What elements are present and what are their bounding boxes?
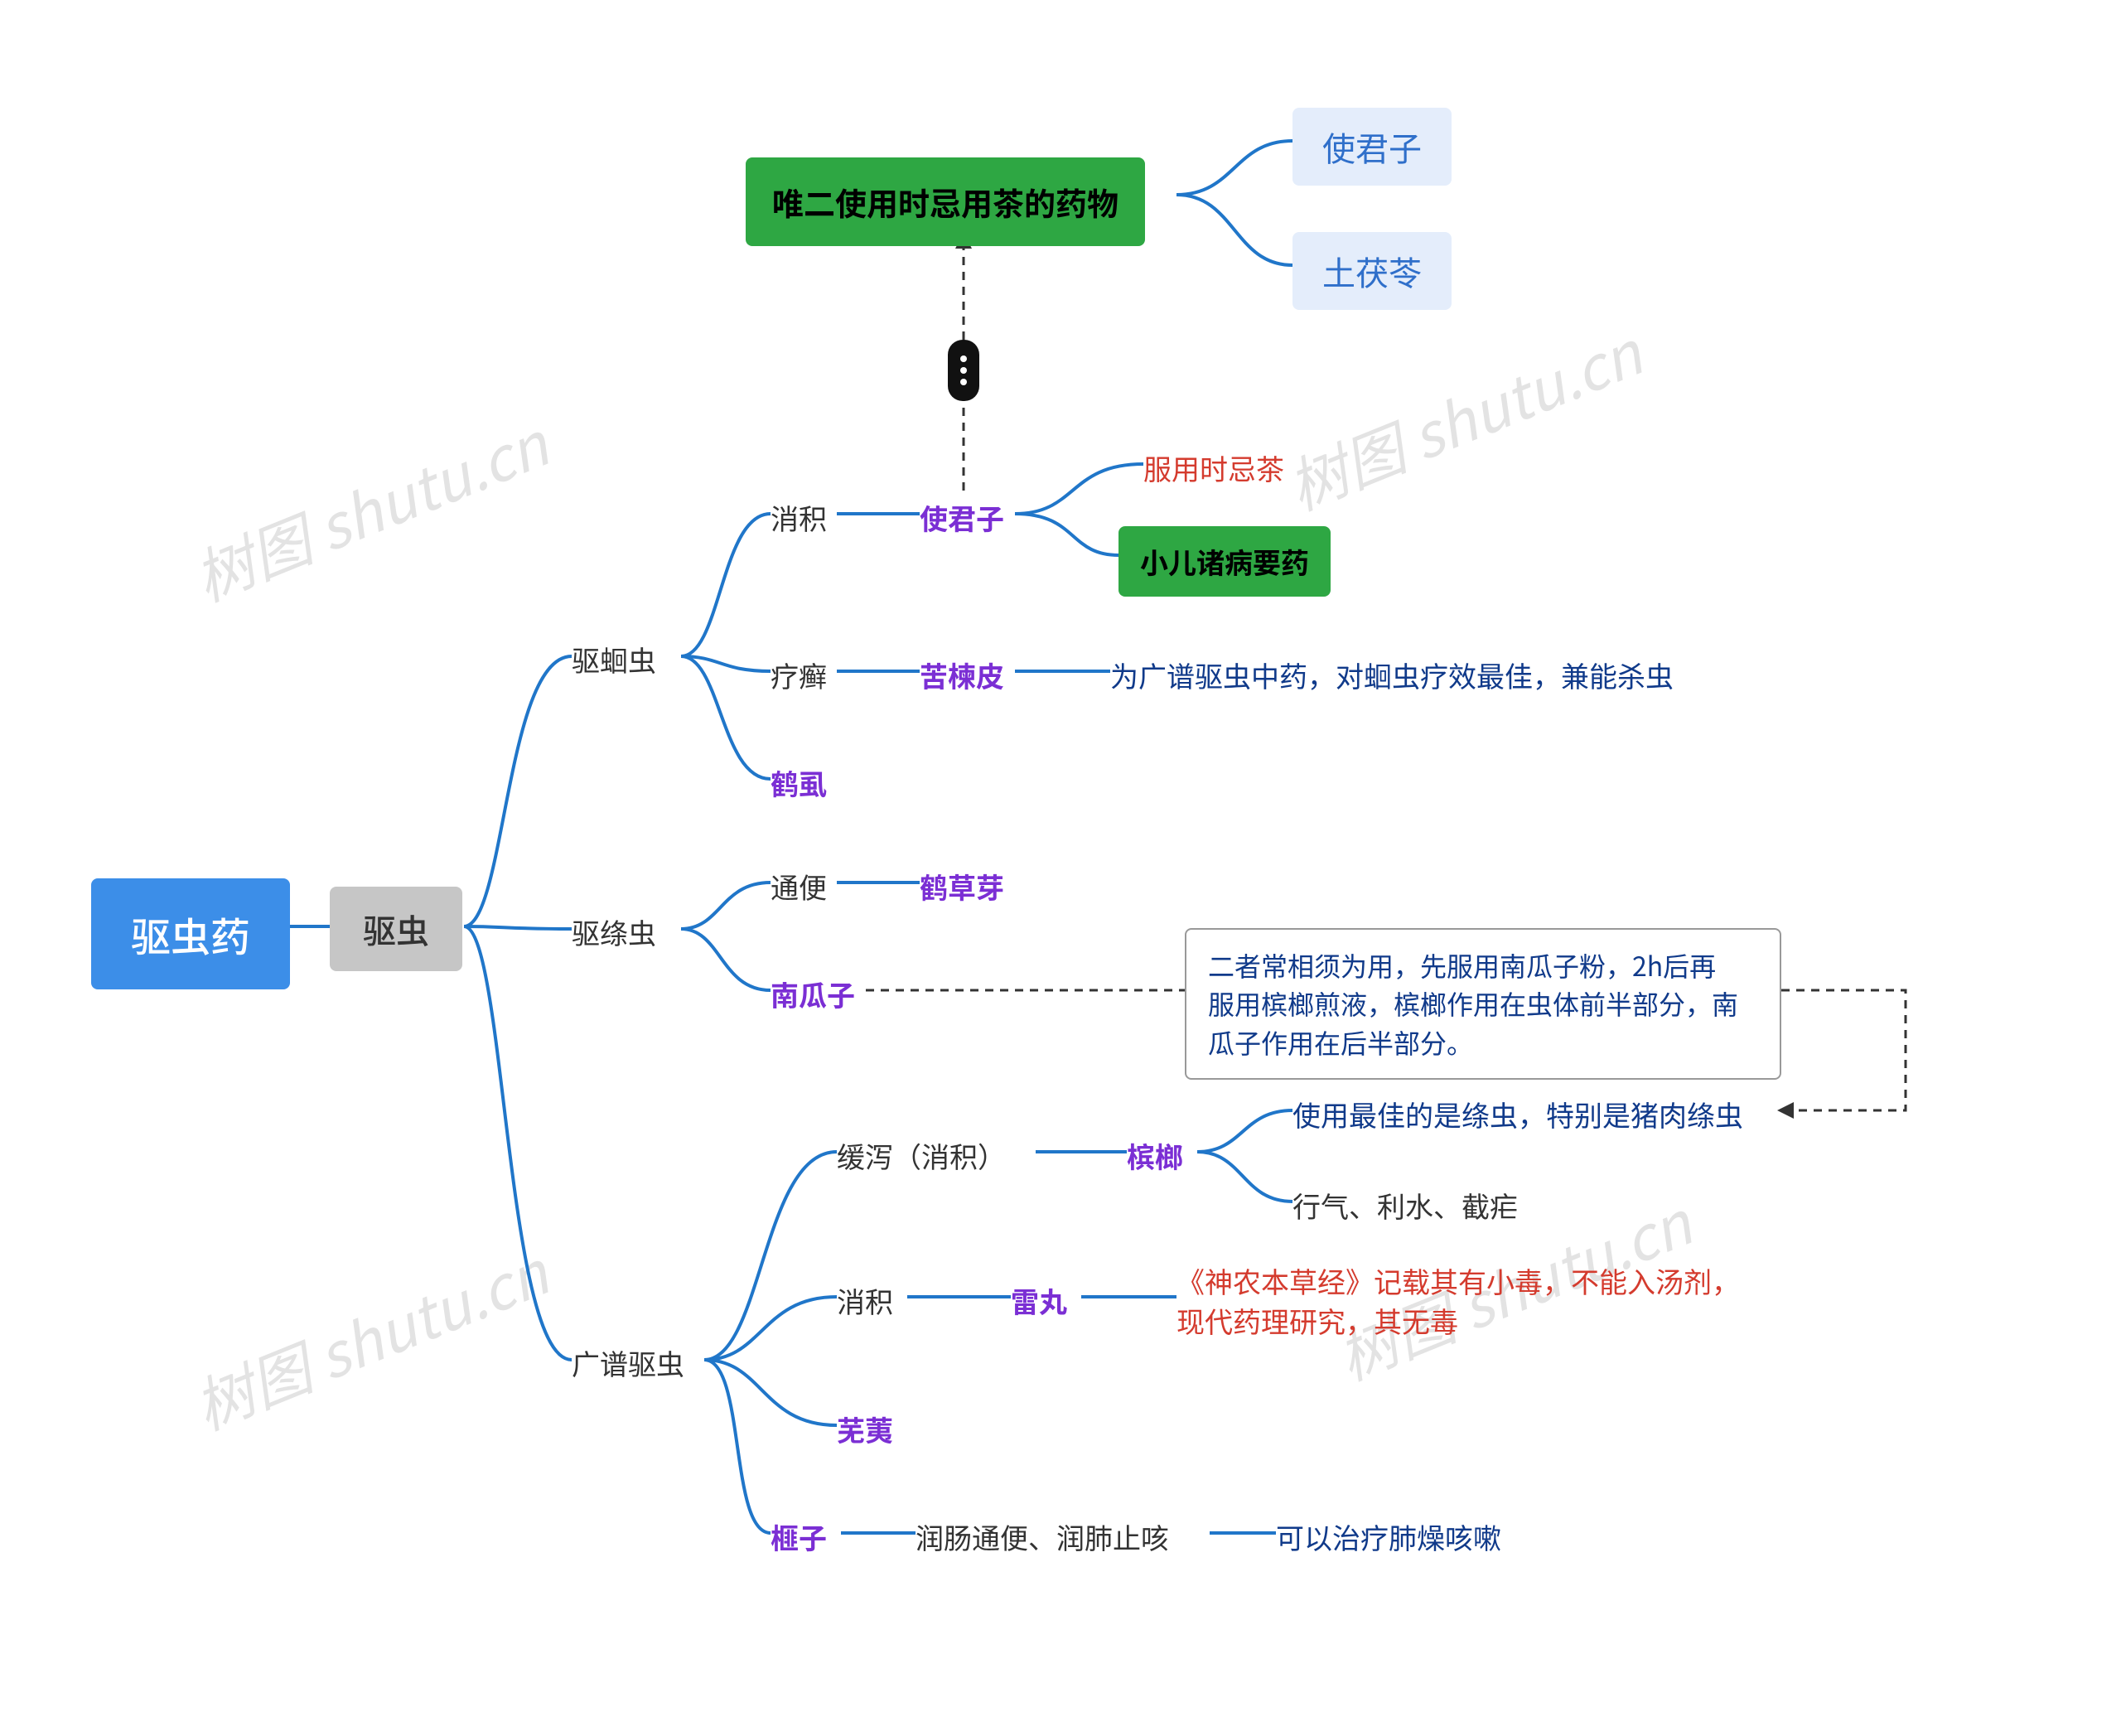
gp-leiwan-note-line: 《神农本草经》记载其有小毒，不能入汤剂， (1176, 1260, 1740, 1301)
info-box-line: 服用槟榔煎液，槟榔作用在虫体前半部分，南 (1208, 984, 1738, 1023)
watermark: 树图 shutu.cn (1273, 306, 1653, 527)
gp-feizi-mid: 润肠通便、润肺止咳 (916, 1516, 1169, 1557)
hc-xiaoji[interactable]: 消积 (771, 497, 827, 538)
gp-leiwan-note-line: 现代药理研究，其无毒 (1176, 1300, 1458, 1341)
tc-nanguazi[interactable]: 南瓜子 (771, 974, 855, 1014)
watermark: 树图 shutu.cn (180, 397, 559, 618)
link-icon (948, 340, 979, 401)
hc-liaoxuan[interactable]: 疗癣 (771, 655, 827, 695)
gp-xiaoji[interactable]: 消积 (837, 1280, 893, 1321)
top-blue-b: 土茯苓 (1292, 232, 1452, 310)
gp-binlang-note1: 使用最佳的是绦虫，特别是猪肉绦虫 (1292, 1094, 1743, 1134)
tc-hecaoya[interactable]: 鹤草芽 (920, 866, 1004, 907)
gp-leiwan[interactable]: 雷丸 (1011, 1280, 1067, 1321)
info-box-line: 瓜子作用在后半部分。 (1208, 1023, 1473, 1061)
hc-kulianpi-note: 为广谱驱虫中药，对蛔虫疗效最佳，兼能杀虫 (1110, 655, 1674, 695)
gp-binlang[interactable]: 槟榔 (1127, 1135, 1183, 1176)
gp-huanxie[interactable]: 缓泻（消积） (837, 1135, 1006, 1176)
category-taochong[interactable]: 驱绦虫 (572, 912, 656, 952)
hc-shijunzi-green: 小儿诸病要药 (1118, 526, 1331, 597)
root-node[interactable]: 驱虫药 (91, 878, 290, 989)
category-huichong[interactable]: 驱蛔虫 (572, 639, 656, 679)
connector-layer (0, 0, 2121, 1736)
watermark: 树图 shutu.cn (180, 1226, 559, 1447)
hc-shijunzi-note: 服用时忌茶 (1143, 447, 1284, 488)
category-guangpu[interactable]: 广谱驱虫 (572, 1342, 684, 1383)
top-blue-a: 使君子 (1292, 108, 1452, 186)
gp-feizi-note: 可以治疗肺燥咳嗽 (1276, 1516, 1501, 1557)
hc-shijunzi[interactable]: 使君子 (920, 497, 1004, 538)
hc-heshi[interactable]: 鹤虱 (771, 762, 827, 803)
tc-tongbian[interactable]: 通便 (771, 866, 827, 907)
gp-binlang-note2: 行气、利水、截疟 (1292, 1185, 1518, 1226)
gp-leiwan-note: 《神农本草经》记载其有小毒，不能入汤剂， 现代药理研究，其无毒 (1176, 1261, 1740, 1340)
gp-wuyi[interactable]: 芜荑 (837, 1409, 893, 1449)
info-box: 二者常相须为用，先服用南瓜子粉，2h后再 服用槟榔煎液，槟榔作用在虫体前半部分，… (1185, 928, 1781, 1080)
top-green: 唯二使用时忌用茶的药物 (746, 157, 1145, 246)
info-box-line: 二者常相须为用，先服用南瓜子粉，2h后再 (1208, 946, 1716, 984)
level1-node[interactable]: 驱虫 (330, 887, 462, 971)
gp-feizi[interactable]: 榧子 (771, 1516, 827, 1557)
hc-kulianpi[interactable]: 苦楝皮 (920, 655, 1004, 695)
